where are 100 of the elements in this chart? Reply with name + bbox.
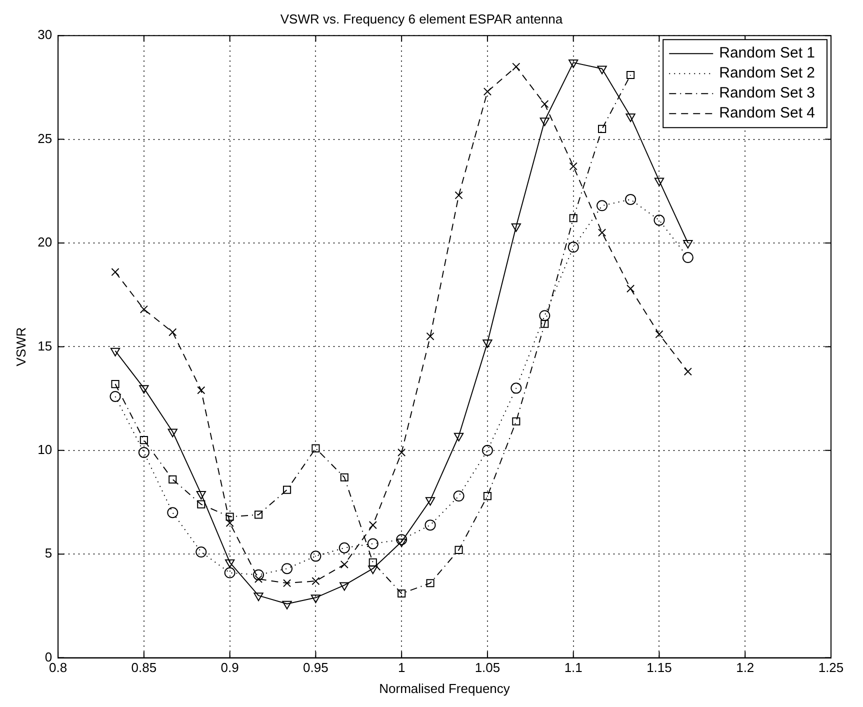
point xyxy=(454,191,463,200)
point xyxy=(282,579,292,588)
point xyxy=(626,284,635,293)
point xyxy=(511,223,521,232)
point xyxy=(167,507,178,518)
point xyxy=(224,567,236,578)
point xyxy=(510,382,522,394)
point xyxy=(396,538,406,548)
point xyxy=(168,328,177,336)
point xyxy=(340,473,348,482)
point xyxy=(282,486,292,494)
point xyxy=(540,320,549,328)
legend-label: Random Set 1 xyxy=(719,44,815,62)
point xyxy=(482,444,493,456)
point xyxy=(684,368,692,376)
point xyxy=(625,194,636,205)
point xyxy=(453,490,464,502)
point xyxy=(368,558,377,566)
point xyxy=(512,62,520,71)
point xyxy=(312,444,320,452)
point xyxy=(683,240,693,248)
point xyxy=(310,550,322,562)
point xyxy=(340,560,348,569)
point xyxy=(569,162,578,170)
x-tick-label: 0.95 xyxy=(303,660,328,676)
point xyxy=(539,310,550,322)
point xyxy=(226,518,234,528)
x-tick-label: 1.15 xyxy=(646,660,672,676)
point xyxy=(340,582,350,591)
point xyxy=(596,200,608,212)
point xyxy=(282,563,293,574)
chart-title: VSWR vs. Frequency 6 element ESPAR antenna xyxy=(280,11,564,26)
y-axis-title: VSWR xyxy=(13,327,28,366)
point xyxy=(140,305,148,314)
point xyxy=(483,492,492,500)
point xyxy=(282,600,292,610)
x-axis-title: Normalised Frequency xyxy=(379,680,510,696)
point xyxy=(540,100,549,108)
x-tick-label: 1.05 xyxy=(474,660,500,676)
point xyxy=(598,124,606,133)
point xyxy=(512,417,520,426)
point xyxy=(196,490,206,500)
y-tick-label: 20 xyxy=(38,234,52,250)
point xyxy=(426,579,434,588)
point xyxy=(626,70,635,80)
point xyxy=(426,332,434,340)
x-tick-label: 0.9 xyxy=(220,660,239,676)
point xyxy=(568,242,579,253)
point xyxy=(253,569,264,580)
point xyxy=(111,380,120,388)
point xyxy=(482,340,492,348)
point xyxy=(312,577,320,586)
point xyxy=(626,113,636,122)
x-tick-label: 1.2 xyxy=(736,660,754,676)
point xyxy=(682,252,694,264)
point xyxy=(110,348,120,356)
point xyxy=(254,574,263,584)
point xyxy=(396,534,408,546)
point xyxy=(310,594,321,604)
point xyxy=(367,538,378,550)
point xyxy=(425,497,436,506)
point xyxy=(140,436,148,444)
point xyxy=(226,512,234,521)
point xyxy=(368,566,378,574)
point xyxy=(254,510,263,519)
point xyxy=(483,88,492,96)
point xyxy=(540,118,550,126)
point xyxy=(654,178,664,186)
point xyxy=(569,214,578,222)
legend-label: Random Set 4 xyxy=(719,104,815,122)
point xyxy=(139,385,149,394)
point xyxy=(368,521,377,530)
point xyxy=(197,500,206,508)
legend-label: Random Set 2 xyxy=(719,64,815,82)
point xyxy=(254,592,264,602)
y-tick-label: 30 xyxy=(38,27,52,42)
point xyxy=(398,589,406,598)
point xyxy=(424,520,436,531)
point xyxy=(196,546,207,558)
legend-label: Random Set 3 xyxy=(719,84,815,102)
point xyxy=(398,448,406,457)
x-tick-label: 1 xyxy=(398,660,406,676)
point xyxy=(454,546,463,554)
point xyxy=(138,446,150,458)
point xyxy=(168,475,177,484)
y-tick-label: 10 xyxy=(38,442,52,457)
point xyxy=(654,214,665,226)
x-tick-label: 1.25 xyxy=(818,660,844,676)
point xyxy=(110,390,121,402)
point xyxy=(168,428,178,438)
y-tick-label: 25 xyxy=(38,130,52,146)
point xyxy=(111,268,120,276)
point xyxy=(568,60,578,68)
x-tick-label: 1.1 xyxy=(564,660,582,676)
point xyxy=(338,542,350,554)
y-tick-label: 5 xyxy=(44,546,52,561)
point xyxy=(224,559,235,568)
point xyxy=(454,432,464,442)
y-tick-label: 15 xyxy=(38,338,52,354)
point xyxy=(598,228,606,237)
